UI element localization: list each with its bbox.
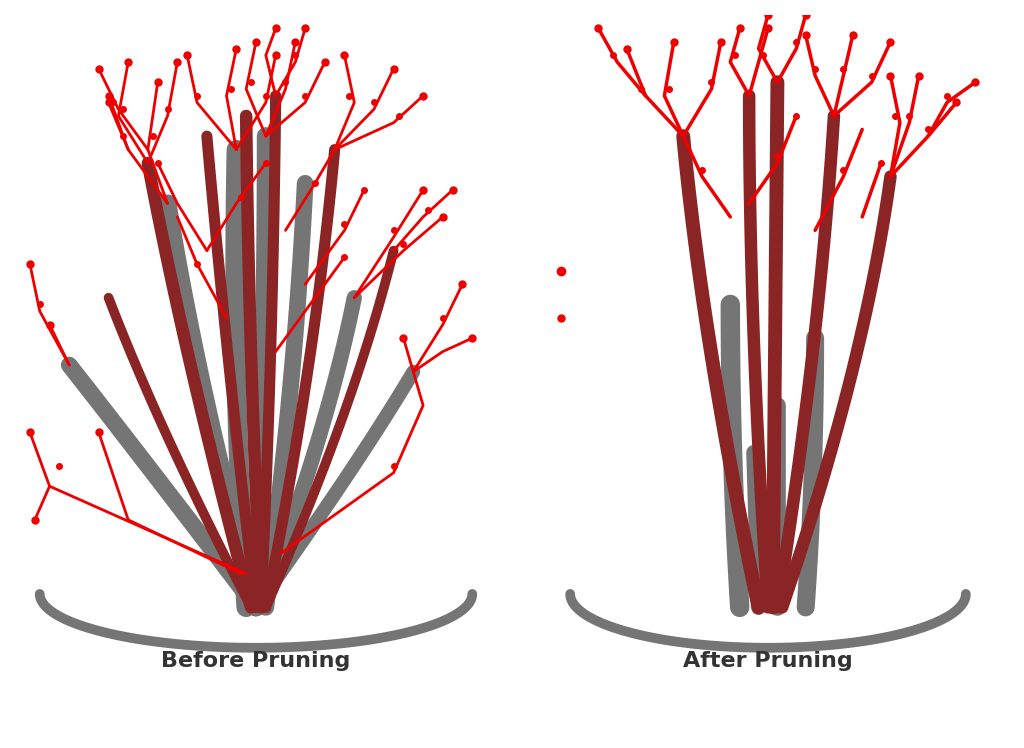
Text: After Pruning: After Pruning	[683, 652, 853, 671]
Text: Before Pruning: Before Pruning	[162, 652, 350, 671]
